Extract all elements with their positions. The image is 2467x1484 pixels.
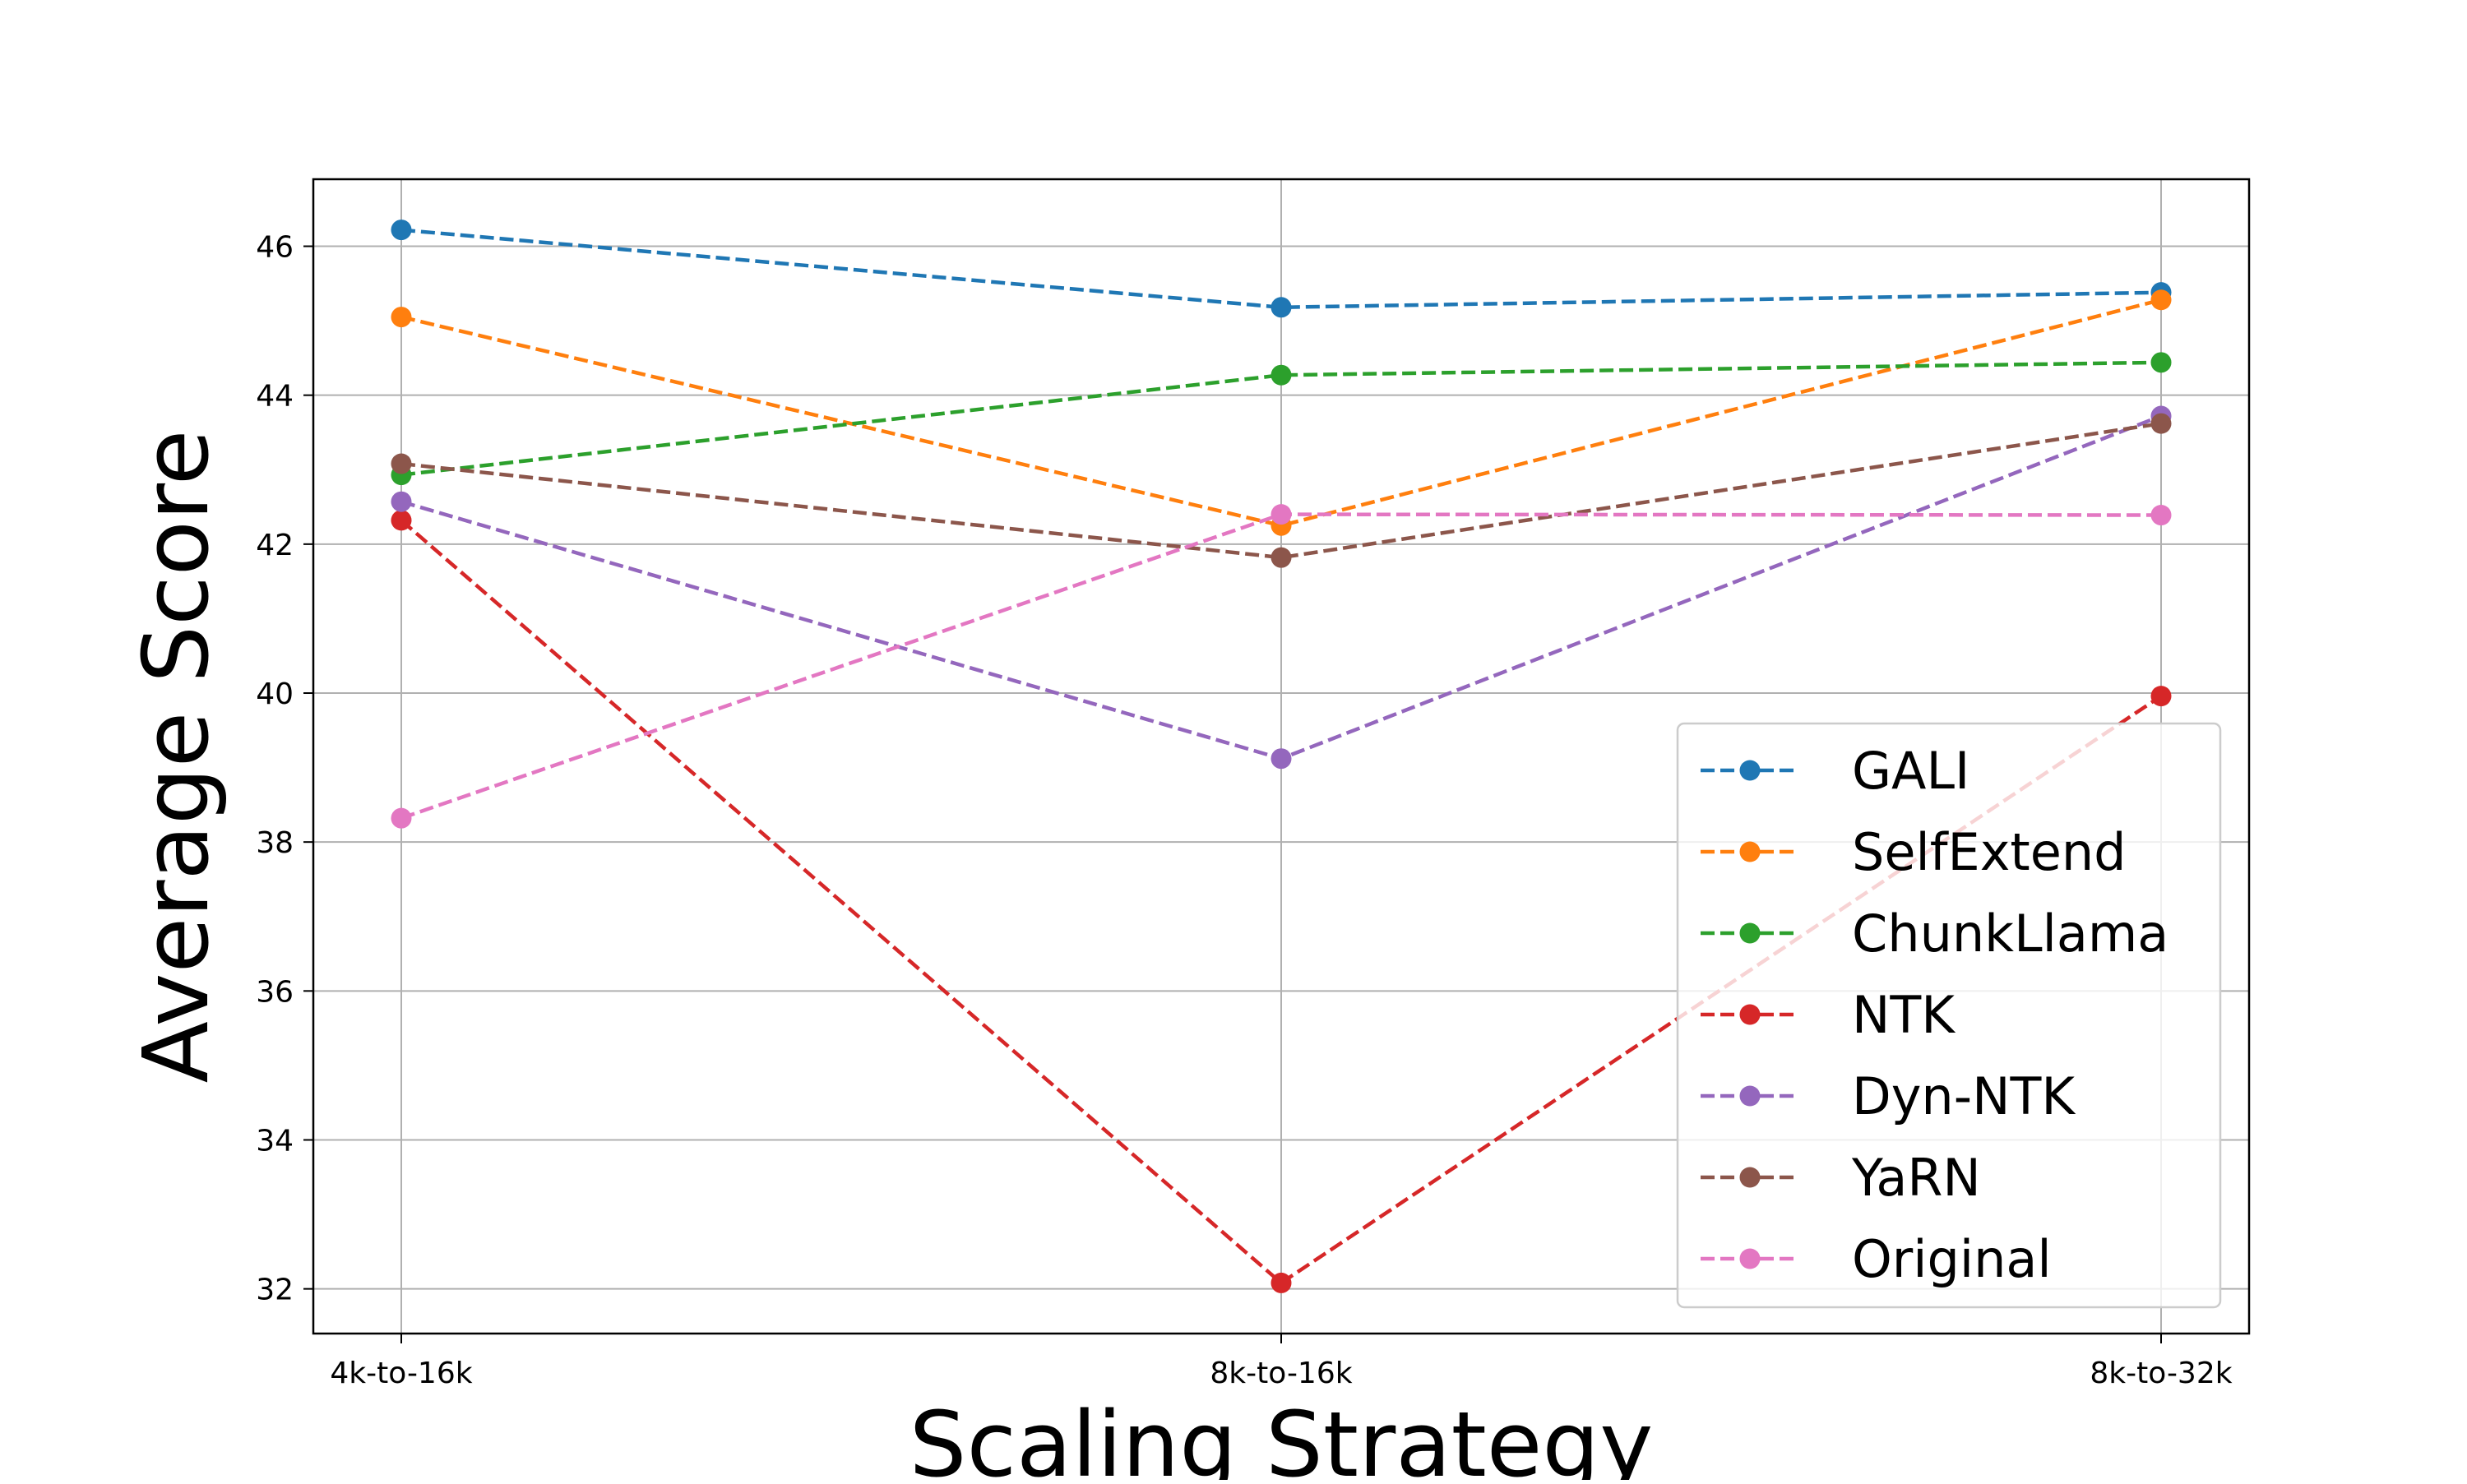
data-point-yarn [1271, 547, 1292, 568]
data-point-selfextend [391, 307, 412, 328]
series-dyn-ntk [391, 405, 2172, 770]
data-point-original [1271, 504, 1292, 525]
series-selfextend [391, 289, 2172, 536]
legend-swatch-marker [1739, 1085, 1761, 1107]
data-point-chunkllama [1271, 364, 1292, 386]
series-line-selfextend [400, 298, 2162, 528]
legend-swatch-marker [1739, 1248, 1761, 1269]
series-original [391, 504, 2172, 829]
data-point-ntk [391, 510, 412, 531]
y-tick-label: 42 [256, 529, 294, 562]
legend-label: GALI [1852, 741, 1969, 801]
legend-item-dyn-ntk: Dyn-NTK [1701, 1066, 2076, 1126]
legend-item-original: Original [1701, 1229, 2052, 1289]
data-point-chunkllama [2150, 352, 2172, 373]
x-tick-label: 8k-to-32k [2090, 1357, 2232, 1390]
series-group [391, 220, 2172, 1293]
y-tick-label: 36 [256, 975, 294, 1009]
legend-frame [1676, 722, 2222, 1309]
legend-swatch-marker [1739, 760, 1761, 781]
data-point-gali [391, 220, 412, 241]
legend-label: YaRN [1851, 1148, 1981, 1208]
data-point-original [2150, 505, 2172, 526]
y-tick-label: 40 [256, 677, 294, 711]
data-point-yarn [391, 453, 412, 474]
legend-label: SelfExtend [1852, 822, 2127, 882]
y-tick-label: 38 [256, 826, 294, 860]
x-axis-title: Scaling Strategy [910, 1392, 1654, 1480]
legend-item-ntk: NTK [1701, 985, 1956, 1045]
legend-item-gali: GALI [1701, 741, 1969, 801]
data-point-gali [1271, 297, 1292, 318]
series-ntk [391, 510, 2172, 1293]
data-point-selfextend [2150, 289, 2172, 311]
legend-swatch-marker [1739, 841, 1761, 862]
data-point-yarn [2150, 413, 2172, 434]
legend: GALI SelfExtend ChunkLlama NTK Dyn-NTK YaRN Or… [1676, 722, 2222, 1309]
y-axis-title: Average Score [123, 430, 229, 1084]
legend-label: Dyn-NTK [1852, 1066, 2076, 1126]
legend-swatch-marker [1739, 1167, 1761, 1188]
series-line-chunkllama [400, 360, 2162, 477]
legend-swatch-marker [1739, 922, 1761, 944]
data-point-dyn-ntk [1271, 748, 1292, 770]
data-point-original [391, 807, 412, 829]
legend-label: NTK [1852, 985, 1956, 1045]
y-tick-label: 46 [256, 231, 294, 265]
x-tick-label: 8k-to-16k [1210, 1357, 1352, 1390]
legend-swatch-marker [1739, 1004, 1761, 1025]
series-yarn [391, 413, 2172, 568]
legend-label: ChunkLlama [1852, 904, 2168, 964]
data-point-ntk [1271, 1272, 1292, 1293]
legend-item-chunkllama: ChunkLlama [1701, 904, 2168, 964]
legend-label: Original [1852, 1229, 2052, 1289]
series-line-gali [400, 228, 2162, 310]
y-tick-label: 32 [256, 1274, 294, 1307]
x-tick-label: 4k-to-16k [330, 1357, 472, 1390]
data-point-dyn-ntk [391, 491, 412, 512]
legend-item-selfextend: SelfExtend [1701, 822, 2127, 882]
data-point-ntk [2150, 686, 2172, 707]
y-tick-label: 44 [256, 380, 294, 414]
legend-item-yarn: YaRN [1701, 1148, 1981, 1208]
y-tick-label: 34 [256, 1124, 294, 1158]
ticks: 4k-to-16k 8k-to-16k 8k-to-32k 32 34 36 38 40 42 4… [256, 231, 2233, 1390]
